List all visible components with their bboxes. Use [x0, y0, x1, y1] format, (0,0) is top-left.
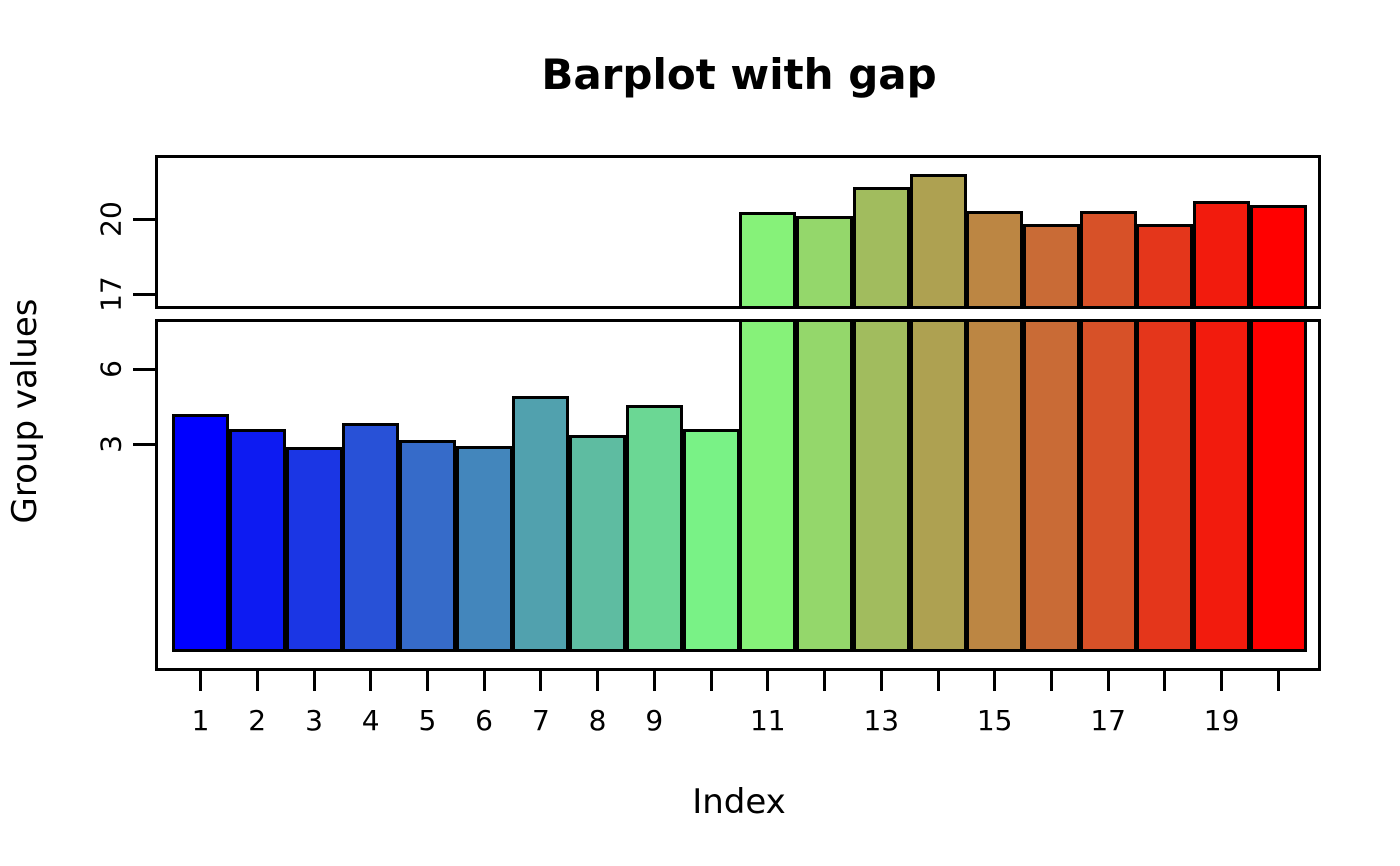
- bar-9: [625, 405, 683, 652]
- x-tick-16: [1049, 671, 1053, 691]
- x-tick-label-13: 13: [863, 704, 900, 737]
- x-tick-19: [1220, 671, 1224, 691]
- x-tick-2: [255, 671, 259, 691]
- x-tick-label-4: 4: [361, 704, 380, 737]
- bar-18: [1136, 224, 1194, 652]
- bar-15: [966, 211, 1024, 652]
- bar-17: [1079, 211, 1137, 652]
- y-tick-6: [133, 367, 155, 371]
- bar-16: [1022, 224, 1080, 652]
- bar-14: [909, 174, 967, 652]
- x-tick-15: [993, 671, 997, 691]
- x-tick-1: [199, 671, 202, 691]
- x-tick-label-6: 6: [475, 704, 494, 737]
- x-tick-18: [1163, 671, 1167, 691]
- plot-box: [155, 155, 1321, 671]
- chart-title: Barplot with gap: [541, 50, 937, 99]
- x-tick-3: [312, 671, 316, 691]
- x-axis-title: Index: [692, 782, 786, 822]
- bar-4: [342, 423, 400, 652]
- x-tick-13: [879, 671, 883, 691]
- x-tick-10: [709, 671, 713, 691]
- bar-10: [682, 429, 740, 652]
- x-tick-label-9: 9: [645, 704, 664, 737]
- bar-13: [852, 187, 910, 652]
- x-tick-label-3: 3: [305, 704, 323, 737]
- x-tick-7: [539, 671, 543, 691]
- bar-19: [1193, 201, 1251, 652]
- y-tick-3: [133, 442, 155, 446]
- x-tick-12: [823, 671, 826, 691]
- x-tick-11: [766, 671, 770, 691]
- x-tick-4: [369, 671, 373, 691]
- x-tick-label-11: 11: [749, 704, 786, 737]
- bar-11: [739, 212, 797, 652]
- x-tick-20: [1276, 671, 1280, 691]
- axis-break-band: [134, 306, 1342, 322]
- bar-6: [455, 446, 513, 652]
- y-tick-17: [133, 292, 155, 296]
- x-tick-label-5: 5: [418, 704, 437, 737]
- bar-8: [569, 435, 627, 652]
- bar-2: [228, 429, 286, 652]
- x-tick-label-19: 19: [1203, 704, 1240, 737]
- bar-1: [172, 414, 229, 652]
- x-tick-label-7: 7: [531, 704, 550, 737]
- axis-break-band-lines: [155, 306, 1321, 322]
- x-tick-label-1: 1: [191, 704, 210, 737]
- bar-7: [512, 396, 570, 652]
- x-tick-8: [596, 671, 600, 691]
- bar-3: [285, 447, 343, 652]
- x-tick-17: [1106, 671, 1110, 691]
- x-tick-9: [652, 671, 656, 691]
- x-tick-6: [482, 671, 486, 691]
- y-tick-20: [133, 217, 155, 221]
- x-tick-14: [936, 671, 940, 691]
- x-tick-label-2: 2: [248, 704, 267, 737]
- bar-20: [1249, 205, 1307, 652]
- bar-5: [398, 440, 456, 652]
- bar-12: [796, 216, 853, 652]
- x-tick-label-15: 15: [976, 704, 1013, 737]
- x-tick-label-8: 8: [588, 704, 607, 737]
- x-tick-5: [425, 671, 429, 691]
- x-tick-label-17: 17: [1090, 704, 1127, 737]
